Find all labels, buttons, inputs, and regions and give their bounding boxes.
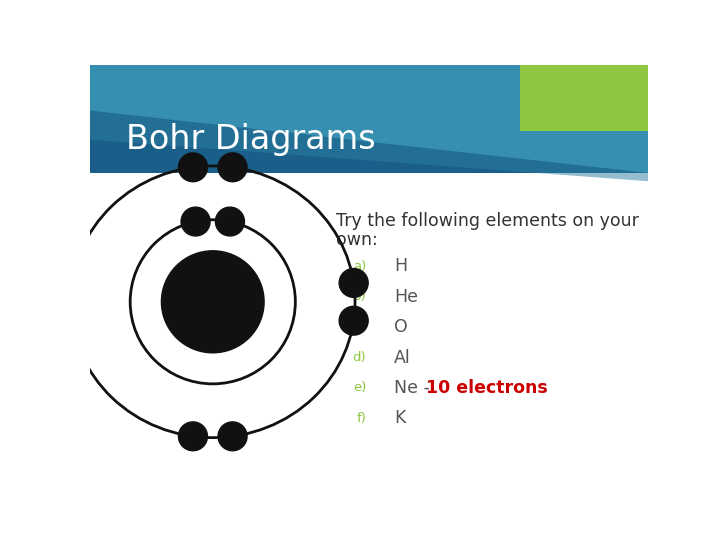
Text: Bohr Diagrams: Bohr Diagrams [126, 123, 376, 156]
Text: c): c) [354, 321, 366, 334]
Ellipse shape [218, 422, 247, 451]
Text: f): f) [356, 411, 366, 425]
Ellipse shape [181, 207, 210, 236]
Bar [520, 65, 648, 131]
Text: He: He [394, 288, 418, 306]
Ellipse shape [179, 422, 207, 451]
Text: H: H [394, 258, 408, 275]
Text: 10 electrons: 10 electrons [426, 379, 548, 397]
Text: b): b) [353, 291, 366, 303]
Ellipse shape [339, 306, 368, 335]
Polygon shape [90, 65, 648, 173]
Ellipse shape [179, 153, 207, 182]
Ellipse shape [161, 251, 264, 353]
Text: own:: own: [336, 231, 377, 249]
Ellipse shape [218, 153, 247, 182]
Text: e): e) [353, 381, 366, 394]
Text: Ne -: Ne - [394, 379, 436, 397]
Ellipse shape [58, 268, 86, 298]
Text: Al: Al [394, 348, 411, 367]
Text: Try the following elements on your: Try the following elements on your [336, 212, 639, 230]
Ellipse shape [215, 207, 244, 236]
Text: a): a) [353, 260, 366, 273]
Ellipse shape [339, 268, 368, 298]
Text: d): d) [353, 351, 366, 364]
Ellipse shape [58, 306, 86, 335]
Polygon shape [90, 65, 648, 181]
Text: O: O [394, 318, 408, 336]
Text: K: K [394, 409, 405, 427]
Polygon shape [90, 65, 648, 173]
